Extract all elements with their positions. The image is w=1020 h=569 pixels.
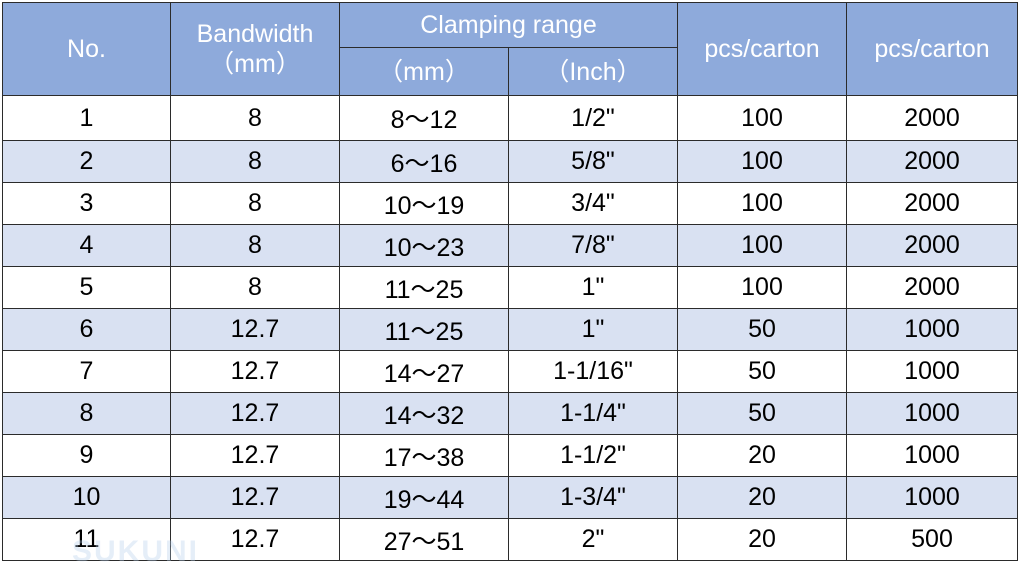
cell-no: 7 bbox=[2, 350, 171, 393]
header-row-sub: （mm） （Inch） bbox=[3, 47, 1018, 96]
header-bandwidth-label: Bandwidth bbox=[196, 20, 314, 48]
table-row: 6 12.7 11～25 1" 50 1000 bbox=[2, 308, 1018, 351]
header-pcs-carton-2: pcs/carton bbox=[846, 2, 1018, 96]
header-pcs-carton-1: pcs/carton bbox=[677, 2, 847, 96]
cell-clamping-inch: 1/2" bbox=[508, 95, 678, 141]
cell-clamping-inch: 1" bbox=[508, 308, 678, 351]
cell-pcs-carton-2: 1000 bbox=[846, 476, 1018, 519]
cell-clamping-mm: 6～16 bbox=[339, 140, 509, 183]
cell-bandwidth: 8 bbox=[170, 182, 340, 225]
cell-clamping-mm: 10～19 bbox=[339, 182, 509, 225]
spec-table: No. Bandwidth （mm） Clamping range pcs/ca… bbox=[2, 2, 1018, 561]
cell-bandwidth: 8 bbox=[170, 266, 340, 309]
cell-no: 4 bbox=[2, 224, 171, 267]
cell-no: 6 bbox=[2, 308, 171, 351]
cell-pcs-carton-2: 2000 bbox=[846, 224, 1018, 267]
header-clamping-inch: （Inch） bbox=[508, 47, 678, 96]
cell-pcs-carton-1: 20 bbox=[677, 518, 847, 561]
cell-pcs-carton-1: 100 bbox=[677, 182, 847, 225]
table-row: 7 12.7 14～27 1-1/16" 50 1000 bbox=[2, 350, 1018, 393]
cell-clamping-mm: 17～38 bbox=[339, 434, 509, 477]
cell-clamping-mm: 11～25 bbox=[339, 308, 509, 351]
cell-no: 3 bbox=[2, 182, 171, 225]
cell-bandwidth: 12.7 bbox=[170, 308, 340, 351]
cell-no: 1 bbox=[2, 95, 171, 141]
cell-clamping-inch: 1-1/16" bbox=[508, 350, 678, 393]
cell-pcs-carton-1: 100 bbox=[677, 266, 847, 309]
cell-pcs-carton-1: 100 bbox=[677, 95, 847, 141]
table-row: 4 8 10～23 7/8" 100 2000 bbox=[2, 224, 1018, 267]
cell-no: 9 bbox=[2, 434, 171, 477]
cell-clamping-inch: 7/8" bbox=[508, 224, 678, 267]
header-clamping-mm: （mm） bbox=[339, 47, 509, 96]
cell-pcs-carton-1: 20 bbox=[677, 476, 847, 519]
cell-pcs-carton-2: 500 bbox=[846, 518, 1018, 561]
table-row: 9 12.7 17～38 1-1/2" 20 1000 bbox=[2, 434, 1018, 477]
header-clamping-range: Clamping range bbox=[339, 2, 678, 48]
table-row: 8 12.7 14～32 1-1/4" 50 1000 bbox=[2, 392, 1018, 435]
cell-bandwidth: 12.7 bbox=[170, 476, 340, 519]
cell-clamping-inch: 2" bbox=[508, 518, 678, 561]
cell-bandwidth: 8 bbox=[170, 140, 340, 183]
cell-bandwidth: 8 bbox=[170, 95, 340, 141]
cell-clamping-inch: 1-3/4" bbox=[508, 476, 678, 519]
cell-clamping-mm: 10～23 bbox=[339, 224, 509, 267]
cell-no: 2 bbox=[2, 140, 171, 183]
table-row: 10 12.7 19～44 1-3/4" 20 1000 bbox=[2, 476, 1018, 519]
cell-pcs-carton-1: 100 bbox=[677, 224, 847, 267]
cell-clamping-mm: 14～27 bbox=[339, 350, 509, 393]
cell-bandwidth: 12.7 bbox=[170, 392, 340, 435]
cell-clamping-inch: 5/8" bbox=[508, 140, 678, 183]
cell-pcs-carton-1: 20 bbox=[677, 434, 847, 477]
header-bandwidth: Bandwidth （mm） bbox=[170, 2, 340, 96]
table-row: 3 8 10～19 3/4" 100 2000 bbox=[2, 182, 1018, 225]
cell-no: 10 bbox=[2, 476, 171, 519]
table-row: 1 8 8～12 1/2" 100 2000 bbox=[2, 95, 1018, 141]
cell-clamping-mm: 27～51 bbox=[339, 518, 509, 561]
cell-clamping-inch: 1" bbox=[508, 266, 678, 309]
header-bandwidth-unit: （mm） bbox=[209, 50, 301, 78]
cell-pcs-carton-1: 50 bbox=[677, 392, 847, 435]
cell-pcs-carton-2: 2000 bbox=[846, 95, 1018, 141]
cell-pcs-carton-2: 2000 bbox=[846, 182, 1018, 225]
cell-pcs-carton-2: 1000 bbox=[846, 434, 1018, 477]
cell-pcs-carton-1: 50 bbox=[677, 308, 847, 351]
cell-clamping-mm: 19～44 bbox=[339, 476, 509, 519]
cell-clamping-mm: 8～12 bbox=[339, 95, 509, 141]
cell-pcs-carton-2: 2000 bbox=[846, 266, 1018, 309]
cell-pcs-carton-1: 100 bbox=[677, 140, 847, 183]
cell-bandwidth: 12.7 bbox=[170, 350, 340, 393]
cell-bandwidth: 12.7 bbox=[170, 434, 340, 477]
header-row-top: No. Bandwidth （mm） Clamping range pcs/ca… bbox=[2, 2, 1018, 96]
table-row: 2 8 6～16 5/8" 100 2000 bbox=[2, 140, 1018, 183]
table-header: No. Bandwidth （mm） Clamping range pcs/ca… bbox=[2, 2, 1018, 96]
cell-clamping-mm: 14～32 bbox=[339, 392, 509, 435]
table-row: 5 8 11～25 1" 100 2000 bbox=[2, 266, 1018, 309]
cell-pcs-carton-2: 2000 bbox=[846, 140, 1018, 183]
cell-no: 5 bbox=[2, 266, 171, 309]
cell-clamping-inch: 3/4" bbox=[508, 182, 678, 225]
cell-bandwidth: 12.7 bbox=[170, 518, 340, 561]
cell-pcs-carton-2: 1000 bbox=[846, 350, 1018, 393]
cell-pcs-carton-2: 1000 bbox=[846, 308, 1018, 351]
cell-clamping-mm: 11～25 bbox=[339, 266, 509, 309]
cell-pcs-carton-2: 1000 bbox=[846, 392, 1018, 435]
cell-clamping-inch: 1-1/4" bbox=[508, 392, 678, 435]
cell-no: 11 bbox=[2, 518, 171, 561]
table-body: 1 8 8～12 1/2" 100 2000 2 8 6～16 5/8" 100 2000 3 8 10～1… bbox=[2, 95, 1018, 561]
cell-clamping-inch: 1-1/2" bbox=[508, 434, 678, 477]
cell-bandwidth: 8 bbox=[170, 224, 340, 267]
table-row: 11 12.7 27～51 2" 20 500 bbox=[2, 518, 1018, 561]
cell-no: 8 bbox=[2, 392, 171, 435]
header-no: No. bbox=[2, 2, 171, 96]
cell-pcs-carton-1: 50 bbox=[677, 350, 847, 393]
